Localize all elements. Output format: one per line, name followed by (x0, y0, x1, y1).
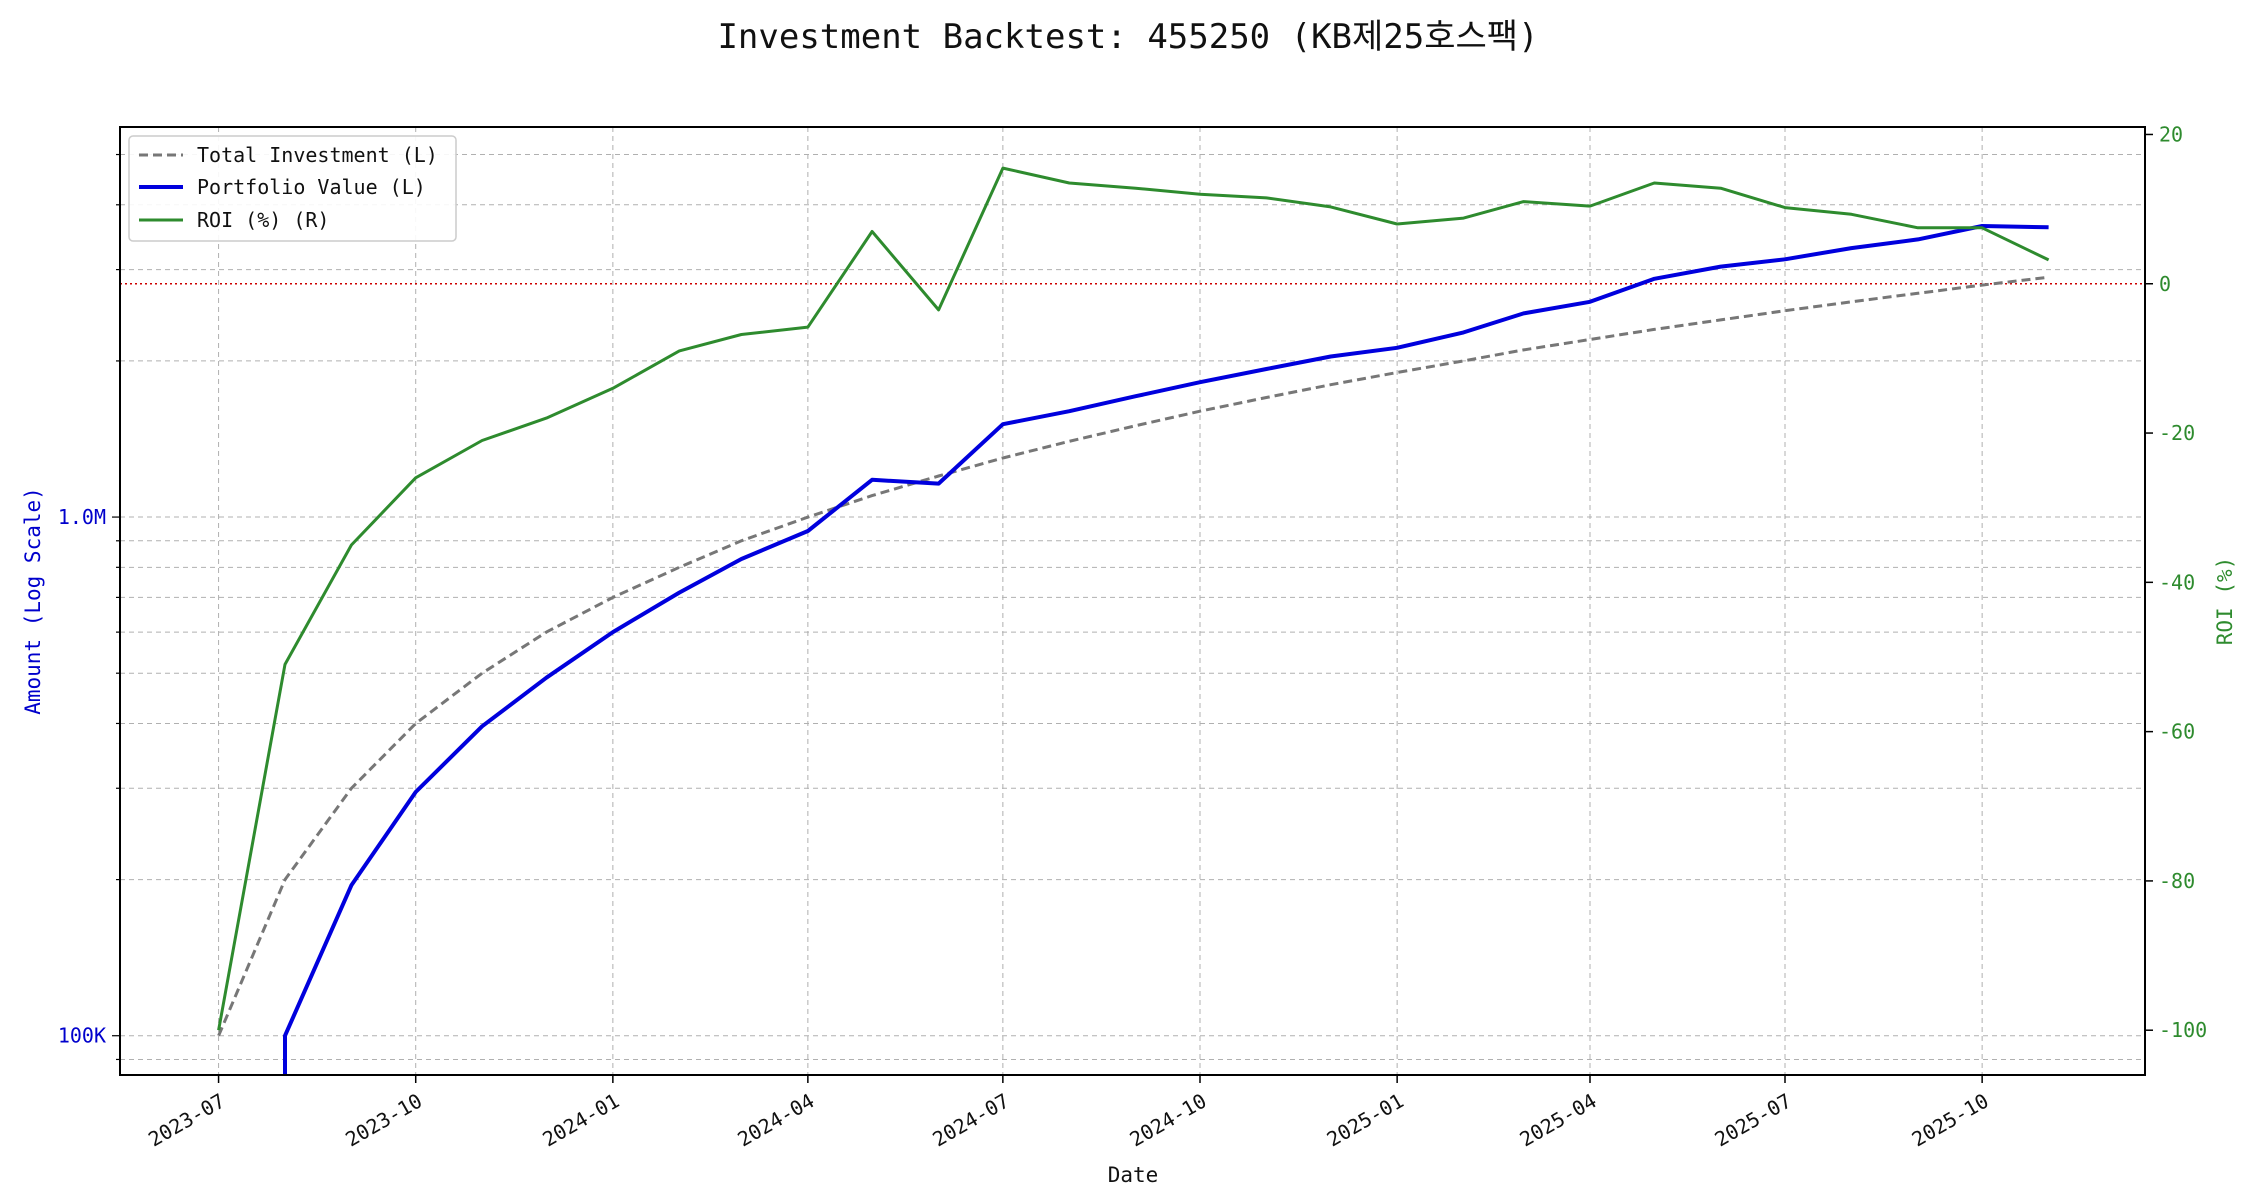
right-tick-label: -20 (2159, 421, 2195, 445)
grid-layer (120, 127, 2145, 1075)
right-tick-label: -40 (2159, 570, 2195, 594)
right-tick-label: 20 (2159, 122, 2183, 146)
left-tick-label: 1.0M (58, 505, 106, 529)
legend-label-roi: ROI (%) (R) (197, 208, 329, 232)
chart-title: Investment Backtest: 455250 (KB제25호스팩) (717, 17, 1538, 57)
right-tick-label: -60 (2159, 720, 2195, 744)
right-tick-label: -80 (2159, 869, 2195, 893)
left-axis-label: Amount (Log Scale) (21, 487, 45, 715)
legend-label-total-investment: Total Investment (L) (197, 143, 438, 167)
legend: Total Investment (L) Portfolio Value (L)… (128, 135, 457, 242)
series-layer (217, 166, 2050, 1075)
right-tick-label: 0 (2159, 272, 2171, 296)
right-axis-label: ROI (%) (2213, 557, 2237, 646)
plot-frame (119, 126, 2146, 1076)
roi-line (217, 166, 2050, 1031)
left-tick-label: 100K (58, 1024, 106, 1048)
right-tick-layer: 20 0 -20 -40 -60 -80 -100 (2145, 122, 2207, 1042)
right-tick-label: -100 (2159, 1018, 2207, 1042)
legend-box (128, 135, 457, 242)
left-tick-layer: 100K 1.0M (58, 153, 120, 1061)
total-investment-line (217, 275, 2049, 1037)
legend-label-portfolio-value: Portfolio Value (L) (197, 175, 426, 199)
portfolio-value-line (283, 224, 2049, 1075)
x-axis-label: Date (1108, 1163, 1159, 1187)
